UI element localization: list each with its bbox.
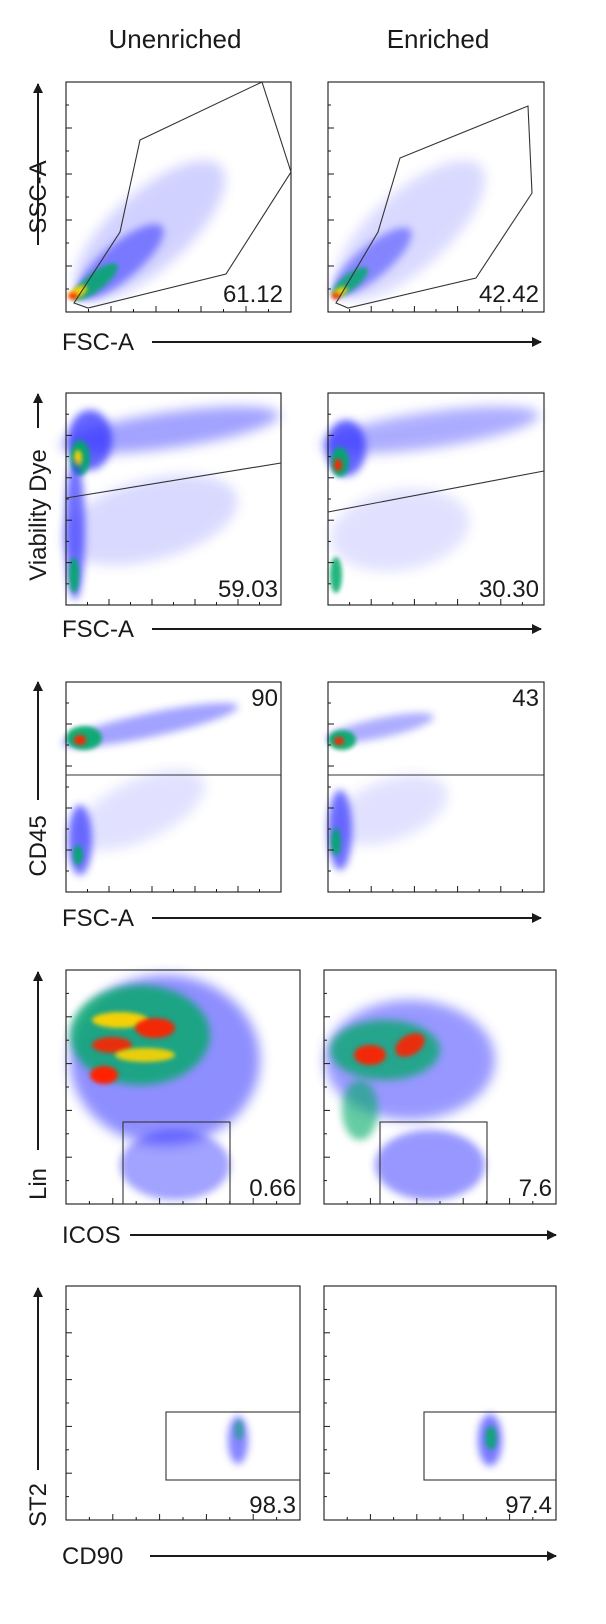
gate-percent: 90 [251,685,278,712]
density-blob [74,735,86,745]
gate-polygon-unenriched [73,81,292,309]
gate-percent: 98.3 [249,1492,296,1519]
gate-percent: 30.30 [479,576,539,603]
density-blob [61,406,279,454]
gate-polygon-enriched [335,105,533,309]
density-blob [334,459,342,471]
density-blob [375,1130,485,1200]
x-axis-label: ICOS [62,1222,121,1249]
density-blob [68,293,78,299]
row-st2-cd90: 98.3 97.4 ST2 CD90 [25,1285,557,1570]
density-blob [92,1037,132,1053]
density-blob [395,1033,425,1057]
density-blob [485,1426,497,1450]
density-blob [120,1130,230,1200]
density-blob [115,1048,175,1062]
density-layer [61,160,539,1466]
density-blob [330,488,470,572]
column-header-enriched: Enriched [387,24,490,54]
gate-rect-enriched [423,1411,557,1481]
column-header-unenriched: Unenriched [109,24,242,54]
gate-line-enriched [327,470,545,605]
density-blob [61,702,239,748]
density-blob [332,293,340,299]
x-axis-label: FSC-A [62,616,134,643]
gate-rect-unenriched [122,1121,231,1205]
gate-rect-unenriched [165,1411,301,1481]
row-ssc-fsc: 61.12 42.42 SSC-A FSC-A [25,81,545,356]
density-blob [330,557,342,593]
density-blob [70,985,210,1085]
density-blob [354,1045,386,1065]
density-blob [92,1012,148,1028]
density-blob [321,406,539,454]
plot-frame-unenriched [65,1285,301,1521]
gate-percent: 61.12 [223,281,283,308]
x-axis-label: FSC-A [62,905,134,932]
density-blob [90,1066,118,1084]
density-blob [334,737,344,745]
y-axis-label: CD45 [25,815,52,876]
gate-percent: 42.42 [479,281,539,308]
density-blob [62,474,238,566]
density-blob [330,1020,440,1080]
density-blob [332,775,448,845]
y-axis-label: ST2 [25,1483,52,1527]
row-viability-fsc: 59.03 30.30 Viability Dye FSC-A [25,392,545,643]
gate-percent: 0.66 [249,1175,296,1202]
density-blob [342,1080,378,1140]
y-axis-label: Viability Dye [25,449,52,581]
plot-frame-enriched [323,1285,557,1521]
x-axis-label: CD90 [62,1543,123,1570]
y-axis-label: Lin [25,1168,52,1200]
gate-percent: 43 [512,685,539,712]
x-axis-label: FSC-A [62,329,134,356]
row-lin-icos: 0.66 7.6 Lin ICOS [25,969,557,1249]
gate-percent: 97.4 [505,1492,552,1519]
density-blob [75,769,205,851]
density-blob [73,845,83,865]
density-blob [69,557,79,593]
gate-percent: 7.6 [519,1175,552,1202]
gate-line-unenriched [65,462,282,605]
density-blob [135,1018,175,1038]
tick-layer [66,104,534,1520]
density-blob [234,1420,244,1440]
gate-percent: 59.03 [218,576,278,603]
gate-rect-enriched [379,1121,488,1205]
